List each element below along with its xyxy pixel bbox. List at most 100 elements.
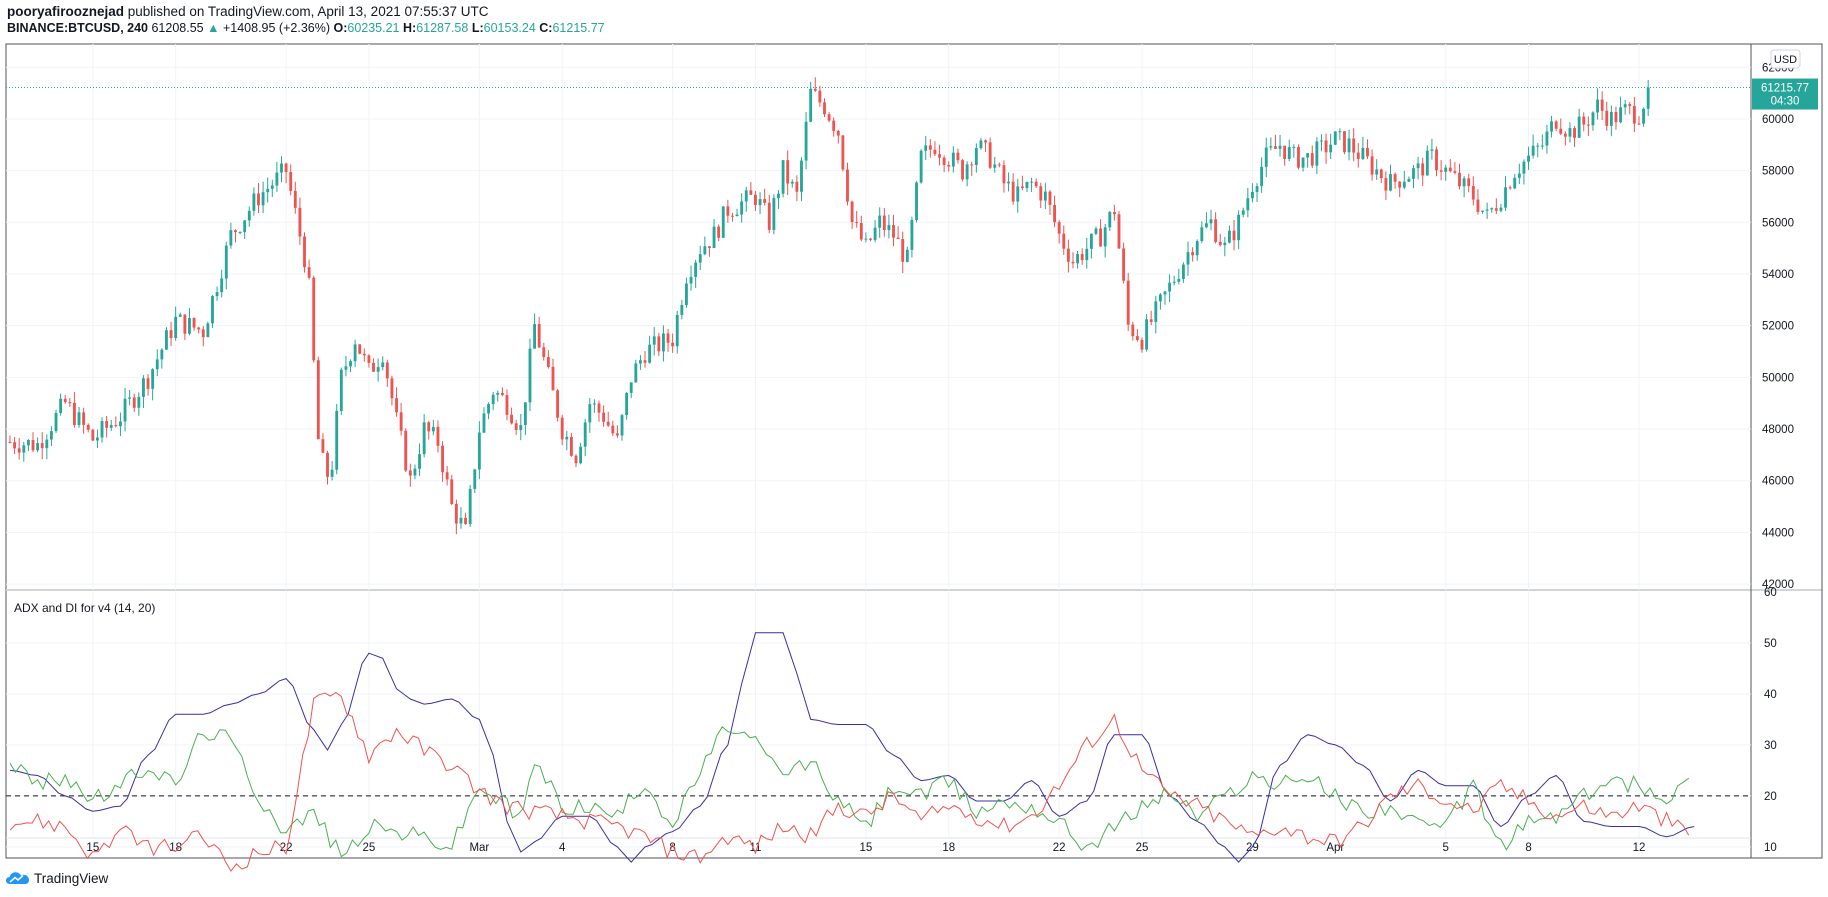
- candle-body: [128, 397, 132, 399]
- candle-body: [666, 333, 670, 343]
- candle-body: [905, 249, 909, 262]
- candle-body: [1002, 165, 1006, 184]
- candle-body: [657, 336, 661, 352]
- candle-body: [514, 423, 518, 430]
- x-tick-label: 11: [749, 842, 761, 854]
- candle-body: [31, 440, 35, 451]
- candle-body: [638, 360, 642, 364]
- candle-body: [367, 355, 371, 363]
- candle-body: [560, 417, 564, 440]
- candle-body: [1131, 324, 1135, 337]
- candle-body: [1559, 128, 1563, 134]
- candle-body: [1191, 252, 1195, 256]
- candle-body: [201, 329, 205, 338]
- candle-body: [1209, 219, 1213, 224]
- candle-body: [634, 363, 638, 383]
- candle-body: [887, 225, 891, 230]
- candle-body: [427, 422, 431, 432]
- currency-button[interactable]: USD: [1770, 49, 1801, 69]
- candle-body: [17, 448, 21, 453]
- price-tick-label: 54000: [1762, 269, 1794, 281]
- candle-body: [1283, 145, 1287, 159]
- axis-frame: [1750, 43, 1823, 859]
- candle-body: [993, 164, 997, 168]
- candle-body: [1126, 280, 1130, 325]
- candle-body: [477, 432, 481, 470]
- candle-body: [275, 172, 279, 186]
- candle-body: [1540, 145, 1544, 147]
- candle-body: [1315, 141, 1319, 166]
- candle-body: [1637, 123, 1641, 125]
- candle-body: [1600, 99, 1604, 111]
- candle-body: [229, 230, 233, 246]
- candle-body: [933, 149, 937, 155]
- candle-body: [1039, 186, 1043, 201]
- candle-body: [882, 215, 886, 230]
- candle-body: [450, 479, 454, 504]
- candle-body: [1444, 167, 1448, 172]
- candle-body: [178, 314, 182, 317]
- price-change: +1408.95 (+2.36%): [222, 21, 330, 35]
- candle-body: [1425, 150, 1429, 176]
- candle-body: [243, 220, 247, 233]
- candle-body: [1338, 131, 1342, 133]
- candle-body: [1499, 207, 1503, 211]
- candle-body: [395, 398, 398, 413]
- candle-body: [487, 404, 490, 414]
- candle-body: [1485, 209, 1489, 211]
- candle-body: [86, 424, 90, 430]
- candle-body: [1333, 131, 1337, 145]
- candle-body: [556, 390, 560, 418]
- price-tick-label: 56000: [1762, 217, 1794, 229]
- candle-body: [1476, 199, 1480, 212]
- candle-body: [59, 398, 63, 413]
- candle-body: [280, 163, 283, 173]
- grid: [6, 44, 1751, 848]
- candle-body: [344, 366, 348, 370]
- tradingview-logo[interactable]: TradingView: [6, 868, 108, 888]
- candle-body: [726, 206, 730, 216]
- candle-body: [597, 403, 601, 413]
- candle-body: [813, 88, 817, 91]
- candle-body: [615, 433, 619, 436]
- candle-body: [49, 431, 53, 440]
- candle-body: [211, 296, 214, 324]
- candle-body: [1053, 204, 1056, 223]
- candle-body: [372, 362, 375, 372]
- candle-body: [68, 402, 72, 404]
- candle-body: [1619, 107, 1622, 123]
- candle-body: [846, 169, 849, 202]
- candle-body: [174, 316, 178, 339]
- candle-body: [1591, 112, 1595, 126]
- candle-body: [1384, 178, 1388, 191]
- candle-body: [298, 207, 302, 237]
- candle-body: [588, 404, 592, 423]
- candle-body: [26, 440, 30, 446]
- close-value: 61215.77: [552, 21, 605, 35]
- candle-body: [1094, 228, 1098, 234]
- candle-body: [533, 324, 537, 349]
- candle-body: [947, 164, 951, 167]
- symbol-name[interactable]: BINANCE:BTCUSD, 240: [7, 21, 148, 35]
- candle-body: [648, 344, 652, 363]
- indicator-lines: [9, 632, 1695, 872]
- last-price-tag-box: [1752, 78, 1818, 110]
- candle-body: [381, 362, 385, 368]
- candle-body: [721, 206, 725, 238]
- candle-body: [307, 267, 311, 278]
- author-name[interactable]: pooryafirooznejad: [7, 4, 125, 19]
- candle-body: [169, 330, 173, 339]
- candle-body: [1232, 230, 1236, 241]
- candle-body: [620, 415, 624, 436]
- candle-body: [970, 164, 974, 166]
- price-tick-label: 44000: [1762, 527, 1794, 539]
- candle-body: [1628, 104, 1632, 107]
- x-tick-label: Apr: [1326, 842, 1344, 854]
- candle-body: [252, 193, 256, 211]
- candle-body: [197, 327, 201, 330]
- candle-body: [790, 181, 794, 184]
- indicator-tick-label: 30: [1764, 740, 1777, 752]
- candle-body: [592, 403, 596, 405]
- candle-body: [247, 210, 251, 221]
